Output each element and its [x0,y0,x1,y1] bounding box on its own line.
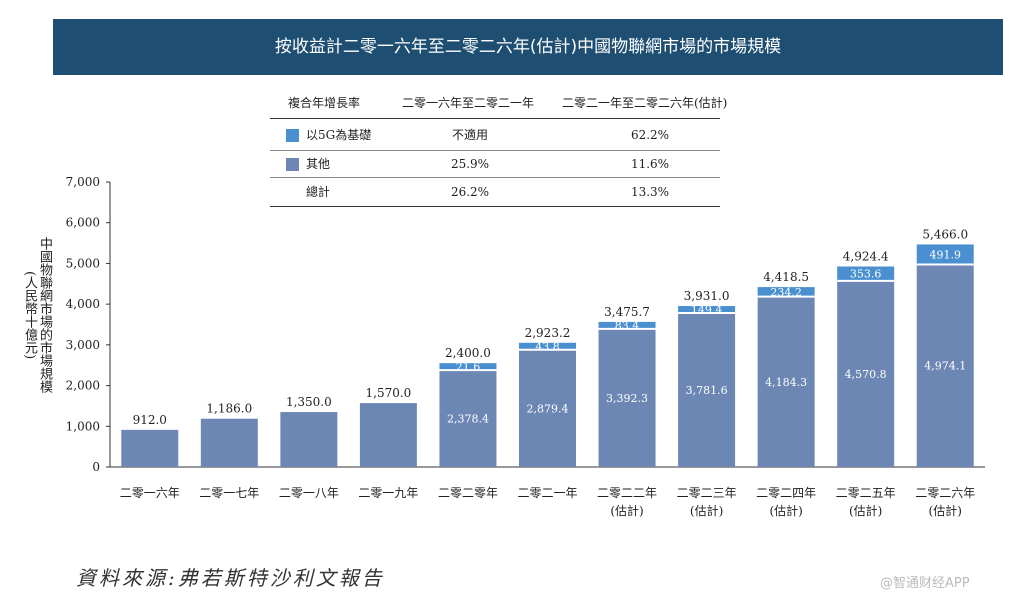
cagr-value: 26.2% [450,185,490,199]
bar-other [598,328,656,467]
bar-other [837,280,895,467]
x-tick-label: 二零一六年 [120,486,180,500]
x-tick-label: 二零一九年 [358,486,418,500]
y-tick-label: 0 [92,460,100,474]
legend-label-5g: 以5G為基礎 [306,128,372,142]
x-tick-label: 二零一八年 [279,486,339,500]
x-tick-label: 二零二一年 [517,486,577,500]
x-tick-label: 二零二零年 [438,486,498,500]
table-row: 其他 25.9% 11.6% [270,151,720,177]
bar-label-5g: 149.4 [691,304,723,317]
bar-5g [439,363,497,371]
bar-label-5g: 21.6 [456,361,481,374]
bar-other [439,370,497,467]
bar-other [678,313,736,467]
cagr-value: 11.6% [630,157,670,171]
y-tick-label: 3,000 [66,338,100,352]
bar-label-5g: 43.8 [535,340,560,353]
bar-label-other: 2,378.4 [447,413,489,426]
y-tick-label: 7,000 [66,175,100,189]
bar-other [757,296,815,467]
bar-label-5g: 83.4 [615,319,640,332]
bar-label-other: 3,392.3 [606,392,648,405]
bar-label-other: 3,781.6 [686,384,728,397]
table-row: 以5G為基礎 不適用 62.2% [270,122,720,148]
x-tick-label: 二零二二年 [597,486,657,500]
bar-5g [916,244,974,265]
x-tick-label: 二零二六年 [915,486,975,500]
table-header-period1: 二零一六年至二零二一年 [402,96,535,110]
bar-total-label: 1,350.0 [286,395,332,409]
bar-label-other: 4,184.3 [765,376,807,389]
legend-swatch-5g [286,129,299,142]
bar-5g [837,266,895,281]
bar-total-label: 1,186.0 [206,402,252,416]
table-rule [270,177,720,178]
x-tick-sublabel: (估計) [769,503,802,518]
y-tick-label: 6,000 [66,216,100,230]
legend-label-total: 總計 [306,185,331,199]
table-rule [270,118,720,119]
watermark: @智通财经APP [880,576,970,591]
bar-5g [598,321,656,329]
table-rule [270,150,720,151]
bar-label-5g: 491.9 [929,248,961,261]
bar-label-other: 4,570.8 [845,368,887,381]
y-tick-label: 4,000 [66,297,100,311]
x-tick-label: 二零二四年 [756,486,816,500]
bar-total-label: 912.0 [133,413,167,427]
bar-other [359,403,417,467]
cagr-value: 13.3% [630,185,670,199]
bar-5g [757,287,815,297]
bar-label-other: 4,974.1 [924,360,966,373]
table-row: 總計 26.2% 13.3% [270,179,720,205]
bar-total-label: 3,931.0 [684,289,730,303]
bar-total-label: 1,570.0 [366,386,412,400]
chart-title: 按收益計二零一六年至二零二六年(估計)中國物聯網市場的市場規模 [274,37,782,57]
x-tick-sublabel: (估計) [610,503,643,518]
source-note: 資料來源:弗若斯特沙利文報告 [76,566,385,590]
y-axis-label-unit: (人民幣十億元) [22,270,37,360]
table-rule [270,206,720,207]
x-tick-label: 二零二五年 [836,486,896,500]
y-tick-label: 2,000 [66,379,100,393]
bar-other [121,429,179,467]
bar-label-other: 2,879.4 [527,402,569,415]
bar-other [916,264,974,467]
bar-total-label: 4,924.4 [843,250,889,264]
x-tick-label: 二零一七年 [199,486,259,500]
bar-total-label: 4,418.5 [763,270,809,284]
bar-total-label: 3,475.7 [604,305,650,319]
bar-5g [678,306,736,314]
bar-label-5g: 353.6 [850,268,882,281]
bar-label-5g: 234.2 [770,286,802,299]
table-header-cagr: 複合年增長率 [288,96,361,110]
bar-other [200,418,258,467]
x-tick-sublabel: (估計) [849,503,882,518]
y-tick-label: 5,000 [66,256,100,270]
bar-total-label: 2,923.2 [525,326,571,340]
y-axis-label: 中國物聯網市場的市場規模 (人民幣十億元) [22,190,52,440]
title-bar: 按收益計二零一六年至二零二六年(估計)中國物聯網市場的市場規模 [53,19,1003,75]
bar-other [519,349,576,467]
bar-5g [519,342,576,350]
legend-swatch-other [286,158,299,171]
bar-total-label: 2,400.0 [445,346,491,360]
x-tick-sublabel: (估計) [929,503,962,518]
table-header-period2: 二零二一年至二零二六年(估計) [562,96,728,110]
cagr-value: 不適用 [451,128,488,142]
cagr-value: 25.9% [450,157,490,171]
cagr-value: 62.2% [630,128,670,142]
bar-total-label: 5,466.0 [922,227,968,241]
bar-other [280,412,338,467]
x-tick-sublabel: (估計) [690,503,723,518]
y-tick-label: 1,000 [66,419,100,433]
legend-label-other: 其他 [306,157,331,171]
x-tick-label: 二零二三年 [677,486,737,500]
y-axis-label-main: 中國物聯網市場的市場規模 [37,237,52,393]
